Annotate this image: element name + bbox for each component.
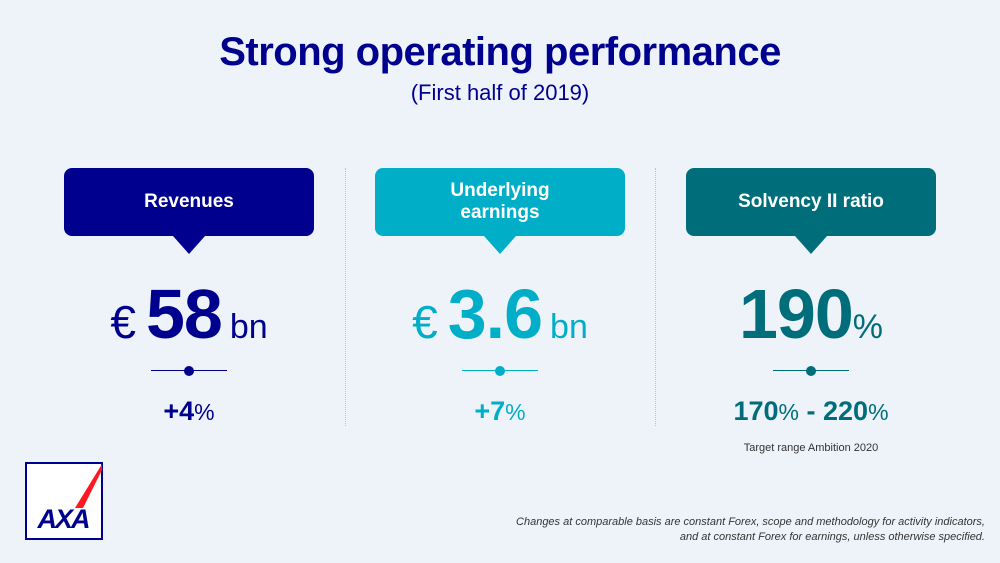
- column-divider: [655, 168, 656, 426]
- range-low-unit: %: [778, 399, 799, 425]
- kpi-change: +7%: [347, 396, 653, 427]
- kpi-value: €58 bn: [36, 274, 342, 354]
- change-value: +4: [163, 396, 195, 426]
- kpi-card-solvency-ratio: Solvency II ratio 190% 170% - 220% Targe…: [658, 168, 958, 468]
- separator: [462, 366, 538, 376]
- kpi-change: +4%: [36, 396, 342, 427]
- kpi-card-underlying-earnings: Underlying earnings €3.6 bn +7%: [347, 168, 647, 468]
- kpi-label-bubble: Solvency II ratio: [686, 168, 936, 236]
- range-high: 220: [823, 396, 869, 426]
- kpi-label: Revenues: [144, 191, 234, 212]
- footnote: Changes at comparable basis are constant…: [425, 515, 985, 545]
- kpi-card-revenues: Revenues €58 bn +4%: [36, 168, 336, 468]
- kpi-value: 190%: [658, 274, 964, 354]
- range-low: 170: [733, 396, 779, 426]
- kpi-label-bubble: Underlying earnings: [375, 168, 625, 236]
- change-unit: %: [505, 399, 526, 425]
- kpi-number: 190: [738, 275, 854, 353]
- footnote-line: and at constant Forex for earnings, unle…: [679, 531, 985, 543]
- separator-dot: [806, 366, 816, 376]
- range-high-unit: %: [868, 399, 889, 425]
- target-note: Target range Ambition 2020: [743, 442, 879, 454]
- change-unit: %: [194, 399, 215, 425]
- kpi-label: Solvency II ratio: [738, 191, 884, 212]
- kpi-label: Underlying earnings: [450, 180, 550, 223]
- separator: [773, 366, 849, 376]
- kpi-unit: %: [852, 308, 884, 346]
- kpi-value: €3.6 bn: [347, 274, 653, 354]
- kpi-number: 58: [145, 275, 223, 353]
- page-subtitle: (First half of 2019): [410, 80, 590, 105]
- target-range: 170% - 220%: [658, 396, 964, 427]
- separator-dot: [184, 366, 194, 376]
- column-divider: [345, 168, 346, 426]
- separator-dot: [495, 366, 505, 376]
- page-title: Strong operating performance: [219, 30, 781, 74]
- kpi-unit: bn: [229, 308, 268, 346]
- axa-logo-mark: AXA: [25, 462, 103, 540]
- currency-symbol: €: [110, 296, 136, 348]
- range-dash: -: [806, 396, 816, 426]
- currency-symbol: €: [412, 296, 438, 348]
- kpi-unit: bn: [550, 308, 588, 346]
- logo-text: AXA: [36, 504, 89, 534]
- footnote-line: Changes at comparable basis are constant…: [516, 516, 985, 528]
- change-value: +7: [474, 396, 506, 426]
- axa-logo: AXA: [25, 462, 103, 540]
- kpi-number: 3.6: [447, 275, 543, 353]
- kpi-label-bubble: Revenues: [64, 168, 314, 236]
- separator: [151, 366, 227, 376]
